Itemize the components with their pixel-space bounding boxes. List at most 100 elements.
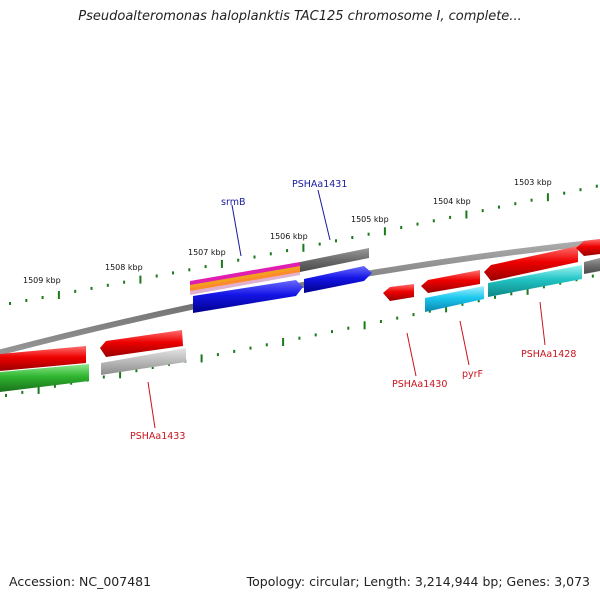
minor-tick <box>494 295 496 299</box>
minor-tick <box>298 336 301 340</box>
major-tick <box>383 227 386 236</box>
major-tick <box>546 193 549 202</box>
tick-label-1507: 1507 kbp <box>188 248 226 257</box>
PSHAa1433-feature[interactable] <box>101 348 186 375</box>
minor-tick <box>74 289 77 293</box>
tick-track-outer <box>9 184 598 305</box>
minor-tick <box>449 215 452 219</box>
PSHAa1428-feature[interactable] <box>488 265 582 297</box>
gene-label-PSHAa1433[interactable]: PSHAa1433 <box>130 431 185 442</box>
tick-label-1506: 1506 kbp <box>270 232 308 241</box>
minor-tick <box>510 292 513 296</box>
chromosome-backbone <box>0 239 600 356</box>
minor-tick <box>102 375 105 379</box>
major-tick <box>139 275 142 284</box>
minor-tick <box>481 209 484 213</box>
major-tick <box>302 243 305 252</box>
minor-tick <box>269 252 272 256</box>
minor-tick <box>123 280 126 284</box>
gene-label-PSHAa1428[interactable]: PSHAa1428 <box>521 349 576 360</box>
tick-label-1505: 1505 kbp <box>351 215 389 224</box>
minor-tick <box>53 384 56 388</box>
major-tick <box>363 321 366 330</box>
minor-tick <box>379 320 382 323</box>
green-feature[interactable] <box>0 364 89 392</box>
minor-tick <box>249 346 252 350</box>
minor-tick <box>70 381 73 385</box>
minor-tick <box>542 285 545 289</box>
gene-label-srmB[interactable]: srmB <box>221 197 245 208</box>
minor-tick <box>106 283 109 287</box>
minor-tick <box>155 274 158 278</box>
minor-tick <box>286 249 289 253</box>
minor-tick <box>428 309 431 313</box>
major-tick <box>445 304 448 313</box>
major-tick <box>37 385 40 394</box>
minor-tick <box>595 184 598 188</box>
tick-label-1503: 1503 kbp <box>514 178 552 187</box>
blue-feature-left[interactable] <box>193 280 303 313</box>
minor-tick <box>216 353 219 357</box>
blue-feature-right[interactable] <box>304 266 372 293</box>
red-feature-left-edge[interactable] <box>0 346 86 371</box>
tick-label-1508: 1508 kbp <box>105 263 143 272</box>
PSHAa1431-feature[interactable] <box>300 248 369 272</box>
minor-tick <box>21 390 24 394</box>
gene-label-pyrF[interactable]: pyrF <box>462 369 483 380</box>
minor-tick <box>41 296 44 299</box>
minor-tick <box>331 330 333 334</box>
minor-tick <box>5 394 7 397</box>
minor-tick <box>25 299 28 302</box>
minor-tick <box>412 313 415 317</box>
map-title: Pseudoalteromonas haloplanktis TAC125 ch… <box>78 9 522 24</box>
minor-tick <box>135 369 138 373</box>
tick-label-1509: 1509 kbp <box>23 276 61 285</box>
minor-tick <box>204 265 207 269</box>
minor-tick <box>314 333 317 337</box>
major-tick <box>282 338 285 346</box>
red-feature-long[interactable] <box>484 246 578 281</box>
minor-tick <box>347 326 350 330</box>
major-tick <box>220 259 223 268</box>
gene-label-PSHAa1430[interactable]: PSHAa1430 <box>392 379 447 390</box>
minor-tick <box>591 274 594 278</box>
accession-label: Accession: NC_007481 <box>9 574 152 589</box>
minor-tick <box>253 255 256 259</box>
minor-tick <box>461 302 464 306</box>
gene-label-PSHAa1431[interactable]: PSHAa1431 <box>292 179 347 190</box>
minor-tick <box>477 299 480 303</box>
srmB-feature[interactable] <box>190 262 300 295</box>
minor-tick <box>530 198 533 202</box>
tick-label-1504: 1504 kbp <box>433 197 471 206</box>
minor-tick <box>335 239 337 243</box>
minor-tick <box>90 286 93 290</box>
major-tick <box>119 370 122 379</box>
minor-tick <box>367 232 370 236</box>
minor-tick <box>514 202 517 206</box>
red-feature-right-edge[interactable] <box>576 239 600 256</box>
minor-tick <box>416 222 419 226</box>
minor-tick <box>396 316 399 320</box>
minor-tick <box>579 188 582 192</box>
minor-tick <box>265 343 268 347</box>
major-tick <box>200 354 203 363</box>
major-tick <box>526 286 529 295</box>
minor-tick <box>318 242 321 246</box>
minor-tick <box>400 226 403 229</box>
red-feature-near-grey[interactable] <box>100 330 183 357</box>
dark-feature-right-edge[interactable] <box>584 258 600 274</box>
minor-tick <box>498 205 500 209</box>
red-feature-mid[interactable] <box>421 270 480 293</box>
minor-tick <box>351 236 354 239</box>
major-tick <box>465 210 468 219</box>
major-tick <box>57 291 60 299</box>
minor-tick <box>237 258 240 262</box>
minor-tick <box>188 268 191 272</box>
minor-tick <box>151 366 154 369</box>
PSHAa1430-feature[interactable] <box>383 284 414 301</box>
minor-tick <box>172 271 174 275</box>
minor-tick <box>559 281 562 285</box>
topology-summary: Topology: circular; Length: 3,214,944 bp… <box>246 574 590 589</box>
pyrF-feature[interactable] <box>425 286 484 312</box>
